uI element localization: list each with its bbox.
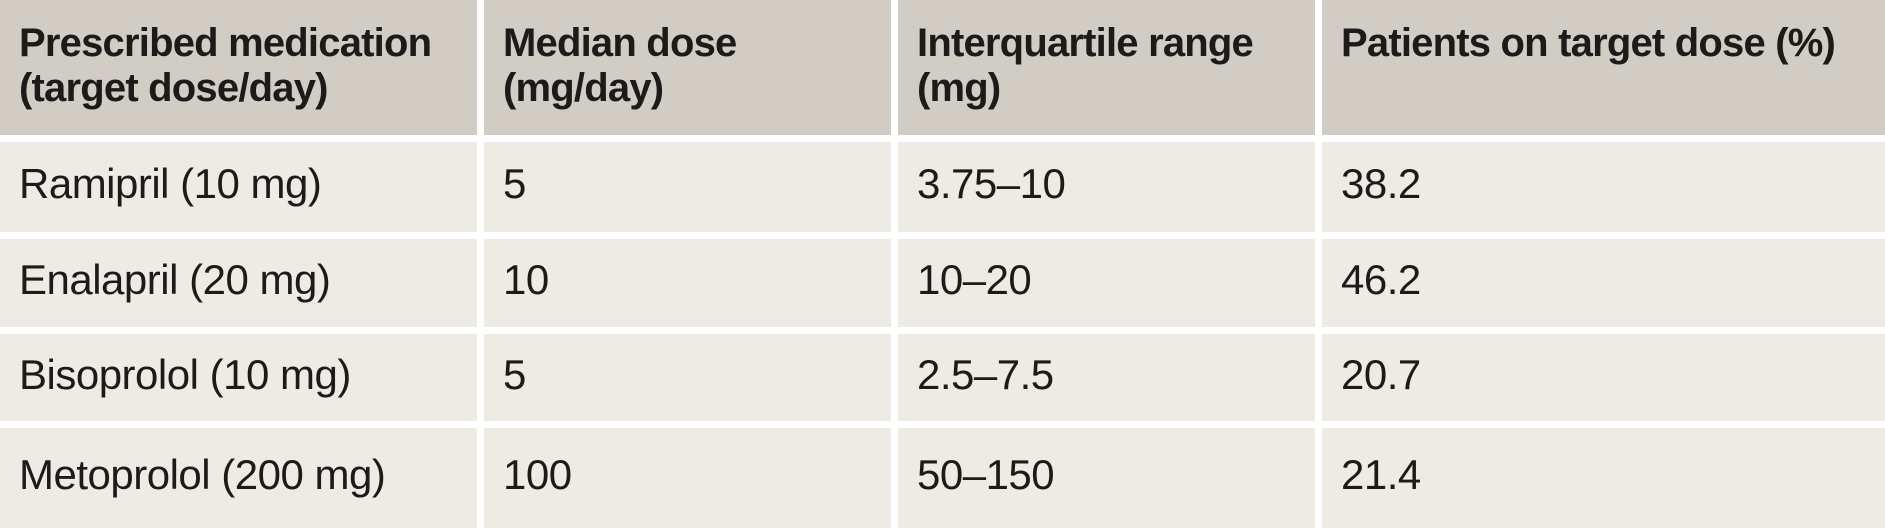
table-cell-median-dose: 100 xyxy=(484,428,891,528)
table-cell-median-dose: 5 xyxy=(484,334,891,421)
table-cell-patients-pct: 21.4 xyxy=(1322,428,1885,528)
table-cell-iqr: 3.75–10 xyxy=(898,142,1315,232)
table-cell-iqr: 10–20 xyxy=(898,239,1315,327)
header-cell-median-dose: Median dose (mg/day) xyxy=(484,0,891,135)
header-line: Interquartile range xyxy=(917,21,1254,65)
table-cell-medication: Ramipril (10 mg) xyxy=(0,142,477,232)
table-cell-medication: Metoprolol (200 mg) xyxy=(0,428,477,528)
table-cell-patients-pct: 38.2 xyxy=(1322,142,1885,232)
table-cell-patients-pct: 46.2 xyxy=(1322,239,1885,327)
header-cell-interquartile-range: Interquartile range (mg) xyxy=(898,0,1315,135)
header-line: (target dose/day) xyxy=(19,66,328,110)
header-cell-prescribed-medication: Prescribed medication (target dose/day) xyxy=(0,0,477,135)
table-cell-medication: Enalapril (20 mg) xyxy=(0,239,477,327)
table-cell-iqr: 2.5–7.5 xyxy=(898,334,1315,421)
table-cell-median-dose: 5 xyxy=(484,142,891,232)
header-line: Median dose xyxy=(503,21,737,65)
table-cell-medication: Bisoprolol (10 mg) xyxy=(0,334,477,421)
header-line: Patients on target dose (%) xyxy=(1341,21,1836,65)
header-line: Prescribed medication xyxy=(19,21,432,65)
header-cell-patients-on-target-dose: Patients on target dose (%) xyxy=(1322,0,1885,135)
table-cell-median-dose: 10 xyxy=(484,239,891,327)
table-cell-iqr: 50–150 xyxy=(898,428,1315,528)
header-line: (mg/day) xyxy=(503,66,664,110)
header-line: (mg) xyxy=(917,66,1001,110)
table-cell-patients-pct: 20.7 xyxy=(1322,334,1885,421)
